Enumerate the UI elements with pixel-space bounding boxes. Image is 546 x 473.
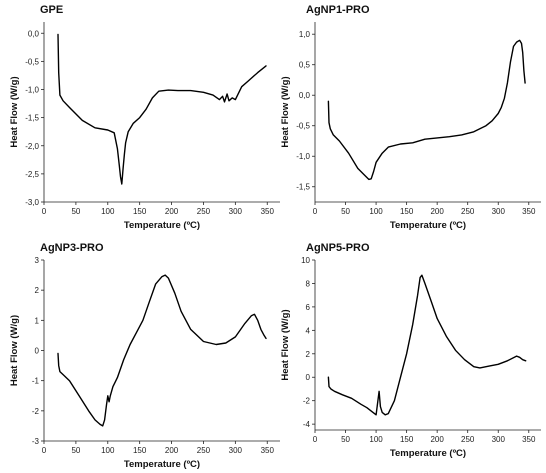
y-tick-label: -0,5 [25, 57, 39, 66]
x-tick-label: 150 [133, 446, 147, 455]
y-tick-label: 0,0 [28, 29, 40, 38]
x-axis-label: Temperature (ºC) [390, 448, 466, 459]
y-axis-label: Heat Flow (W/g) [280, 309, 291, 380]
y-tick-label: -3,0 [25, 198, 39, 207]
y-tick-label: 3 [35, 256, 40, 265]
x-tick-label: 100 [369, 435, 383, 444]
x-tick-label: 0 [313, 435, 318, 444]
y-tick-label: 0 [306, 373, 311, 382]
heat-flow-curve [57, 274, 267, 427]
x-tick-label: 200 [165, 207, 179, 216]
chart-title: AgNP3-PRO [40, 242, 104, 254]
x-tick-label: 150 [400, 435, 414, 444]
x-tick-label: 250 [197, 207, 211, 216]
x-tick-label: 50 [71, 446, 80, 455]
chart-title: AgNP1-PRO [306, 4, 370, 16]
x-tick-label: 350 [261, 207, 275, 216]
chart-title: AgNP5-PRO [306, 242, 370, 254]
x-tick-label: 50 [71, 207, 80, 216]
x-tick-label: 200 [430, 207, 444, 216]
heat-flow-curve [57, 33, 267, 185]
x-tick-label: 150 [133, 207, 147, 216]
y-axis-label: Heat Flow (W/g) [9, 76, 20, 147]
x-axis-label: Temperature (ºC) [124, 220, 200, 231]
x-tick-label: 250 [461, 207, 475, 216]
heat-flow-curve [327, 39, 526, 181]
y-tick-label: 2 [35, 286, 40, 295]
y-tick-label: 2 [306, 350, 311, 359]
x-tick-label: 200 [165, 446, 179, 455]
x-tick-label: 150 [400, 207, 414, 216]
y-tick-label: 0,5 [299, 61, 311, 70]
y-axis-label: Heat Flow (W/g) [9, 315, 20, 386]
x-tick-label: 100 [101, 446, 115, 455]
y-tick-label: -1,5 [25, 114, 39, 123]
chart-panel-gpe: GPE 0,0 -0,5 -1,0 -1,5 -2,0 -2,5 -3,00 50 100 150 2… [9, 4, 280, 231]
y-tick-label: -2 [303, 397, 311, 406]
x-tick-label: 250 [461, 435, 475, 444]
y-tick-label: -1,0 [296, 152, 310, 161]
y-tick-label: 1 [35, 316, 40, 325]
x-tick-label: 100 [369, 207, 383, 216]
y-tick-label: -0,5 [296, 122, 310, 131]
y-tick-label: -2,5 [25, 170, 39, 179]
x-tick-label: 50 [341, 207, 350, 216]
y-tick-label: 8 [306, 279, 311, 288]
heat-flow-curve [327, 274, 527, 416]
chart-panel-agnp1: AgNP1-PRO 1,0 0,5 0,0 -0,5 -1,0 -1,5 0 50 100 150 2… [280, 4, 541, 231]
y-tick-label: 10 [301, 256, 310, 265]
y-tick-label: -1,5 [296, 183, 310, 192]
y-tick-label: -4 [303, 420, 311, 429]
x-tick-label: 350 [522, 207, 536, 216]
x-tick-label: 300 [492, 207, 506, 216]
x-tick-label: 300 [492, 435, 506, 444]
y-tick-label: 6 [306, 303, 311, 312]
chart-title: GPE [40, 4, 63, 16]
x-tick-label: 100 [101, 207, 115, 216]
x-axis-label: Temperature (ºC) [124, 459, 200, 470]
x-axis-label: Temperature (ºC) [390, 220, 466, 231]
y-tick-label: 0 [35, 347, 40, 356]
y-tick-label: 0,0 [299, 91, 311, 100]
x-tick-label: 0 [42, 207, 47, 216]
y-tick-label: -2 [32, 407, 40, 416]
y-tick-label: 1,0 [299, 30, 311, 39]
y-tick-label: -2,0 [25, 142, 39, 151]
x-tick-label: 200 [430, 435, 444, 444]
y-tick-label: 4 [306, 326, 311, 335]
y-tick-label: -1 [32, 377, 40, 386]
x-tick-label: 50 [341, 435, 350, 444]
x-tick-label: 300 [229, 207, 243, 216]
x-tick-label: 0 [42, 446, 47, 455]
x-tick-label: 300 [229, 446, 243, 455]
y-axis-label: Heat Flow (W/g) [280, 76, 291, 147]
x-tick-label: 0 [313, 207, 318, 216]
y-tick-label: -1,0 [25, 86, 39, 95]
y-tick-label: -3 [32, 437, 40, 446]
x-tick-label: 250 [197, 446, 211, 455]
x-tick-label: 350 [522, 435, 536, 444]
x-tick-label: 350 [261, 446, 275, 455]
